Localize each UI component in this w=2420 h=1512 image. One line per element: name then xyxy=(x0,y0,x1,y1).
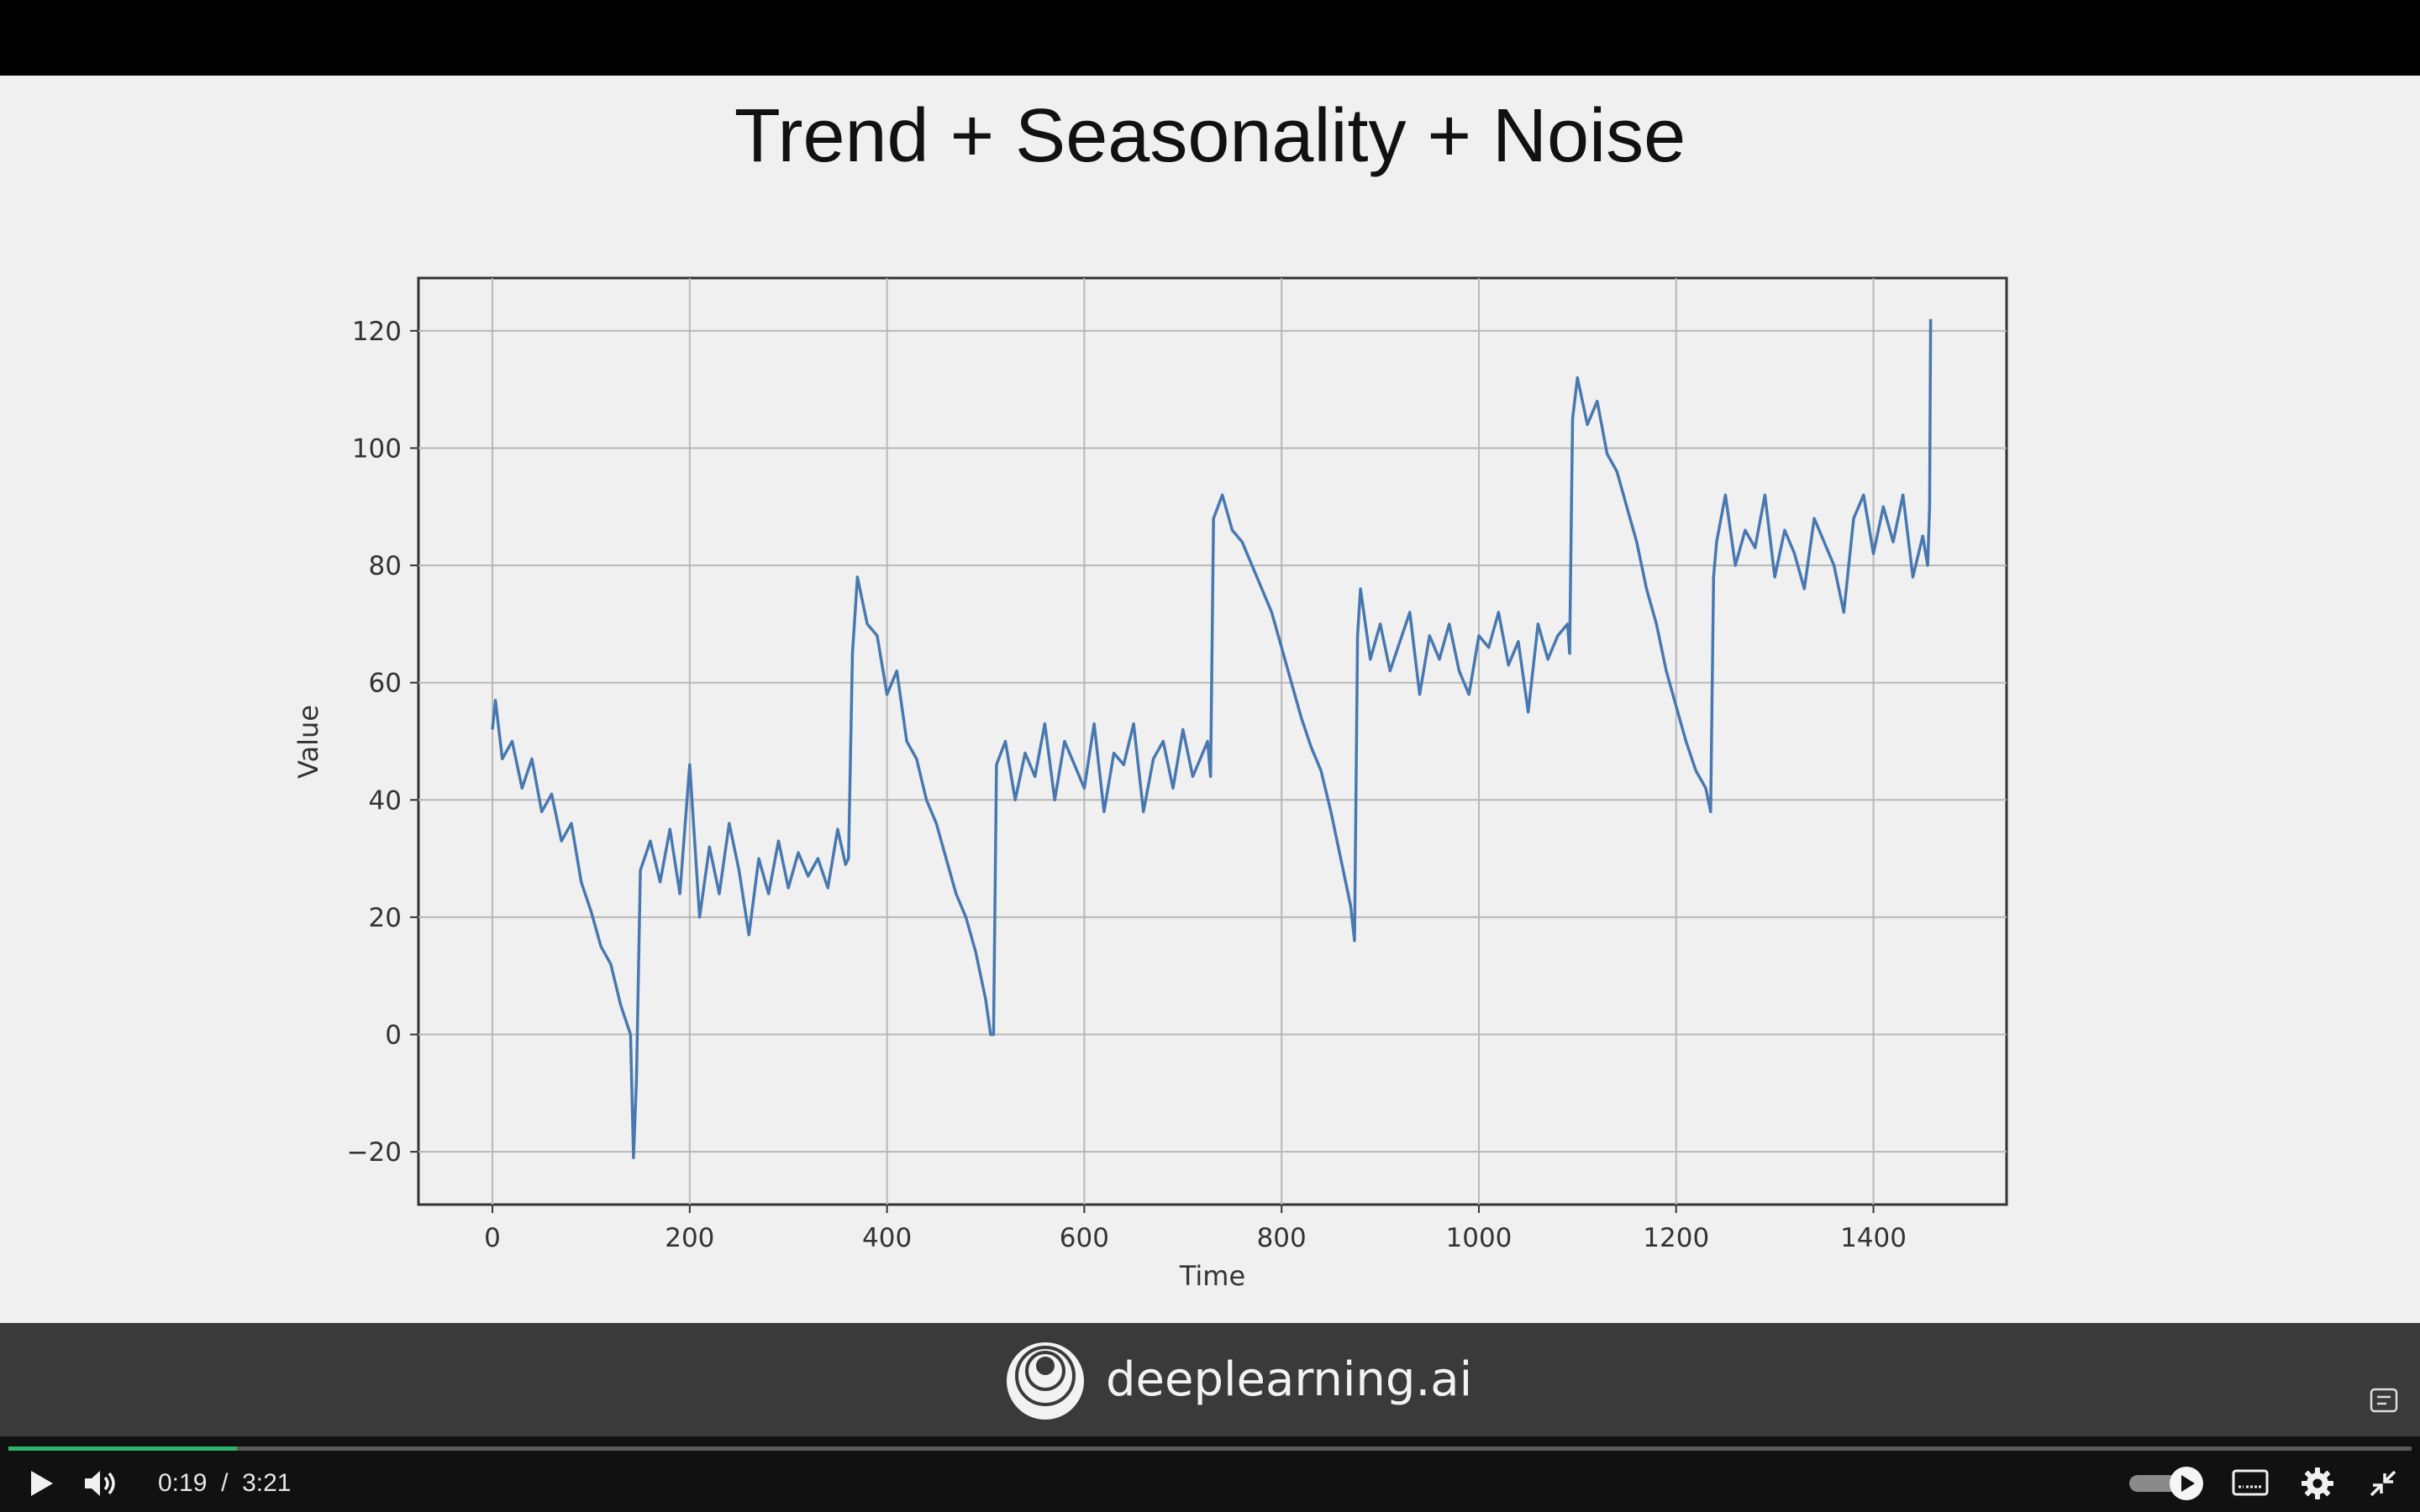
x-tick-label: 1400 xyxy=(1840,1223,1907,1253)
x-tick-label: 0 xyxy=(484,1223,501,1253)
y-tick-label: 60 xyxy=(369,669,402,699)
exit-fullscreen-icon[interactable] xyxy=(2368,1468,2398,1499)
deeplearning-ai-logo-icon xyxy=(1007,1342,1084,1420)
y-tick-label: 0 xyxy=(385,1021,402,1051)
x-tick-label: 600 xyxy=(1060,1223,1109,1253)
brand-bar xyxy=(0,1323,2420,1436)
volume-icon[interactable] xyxy=(82,1468,119,1499)
current-time: 0:19 xyxy=(158,1469,208,1497)
brand-name: deeplearning.ai xyxy=(1106,1352,1473,1407)
captions-icon[interactable] xyxy=(2232,1468,2269,1497)
x-tick-label: 400 xyxy=(862,1223,912,1253)
y-tick-label: 100 xyxy=(352,433,402,464)
y-tick-label: 20 xyxy=(369,903,402,933)
gear-icon[interactable] xyxy=(2301,1467,2334,1500)
autoplay-toggle-icon[interactable] xyxy=(2126,1465,2207,1502)
y-tick-label: 120 xyxy=(352,317,402,347)
y-axis-label: Value xyxy=(292,705,324,779)
duration: 3:21 xyxy=(242,1469,292,1497)
transcript-icon[interactable] xyxy=(2370,1388,2398,1413)
x-tick-label: 1000 xyxy=(1446,1223,1512,1253)
grid-lines xyxy=(418,278,2007,1205)
y-axis-ticks: −20 0 20 40 60 80 100 120 xyxy=(347,317,418,1168)
x-tick-label: 200 xyxy=(665,1223,714,1253)
slide-title: Trend + Seasonality + Noise xyxy=(734,94,1686,178)
x-tick-label: 800 xyxy=(1257,1223,1307,1253)
x-axis-ticks: 0 200 400 600 800 1000 1200 1400 xyxy=(484,1205,1907,1253)
y-tick-label: −20 xyxy=(347,1137,402,1168)
series-line xyxy=(491,318,1933,1159)
progress-played xyxy=(8,1446,237,1451)
line-chart: 0 200 400 600 800 1000 1200 1400 −20 0 20 40 60 80 10… xyxy=(292,276,2008,1292)
x-axis-label: Time xyxy=(1179,1260,1245,1292)
y-tick-label: 40 xyxy=(369,785,402,816)
y-tick-label: 80 xyxy=(369,551,402,581)
time-readout: 0:19 / 3:21 xyxy=(158,1468,291,1499)
play-icon[interactable] xyxy=(27,1468,55,1499)
time-separator: / xyxy=(221,1469,229,1497)
progress-bar[interactable] xyxy=(8,1446,2412,1451)
x-tick-label: 1200 xyxy=(1643,1223,1709,1253)
plot-area xyxy=(417,276,2008,1206)
